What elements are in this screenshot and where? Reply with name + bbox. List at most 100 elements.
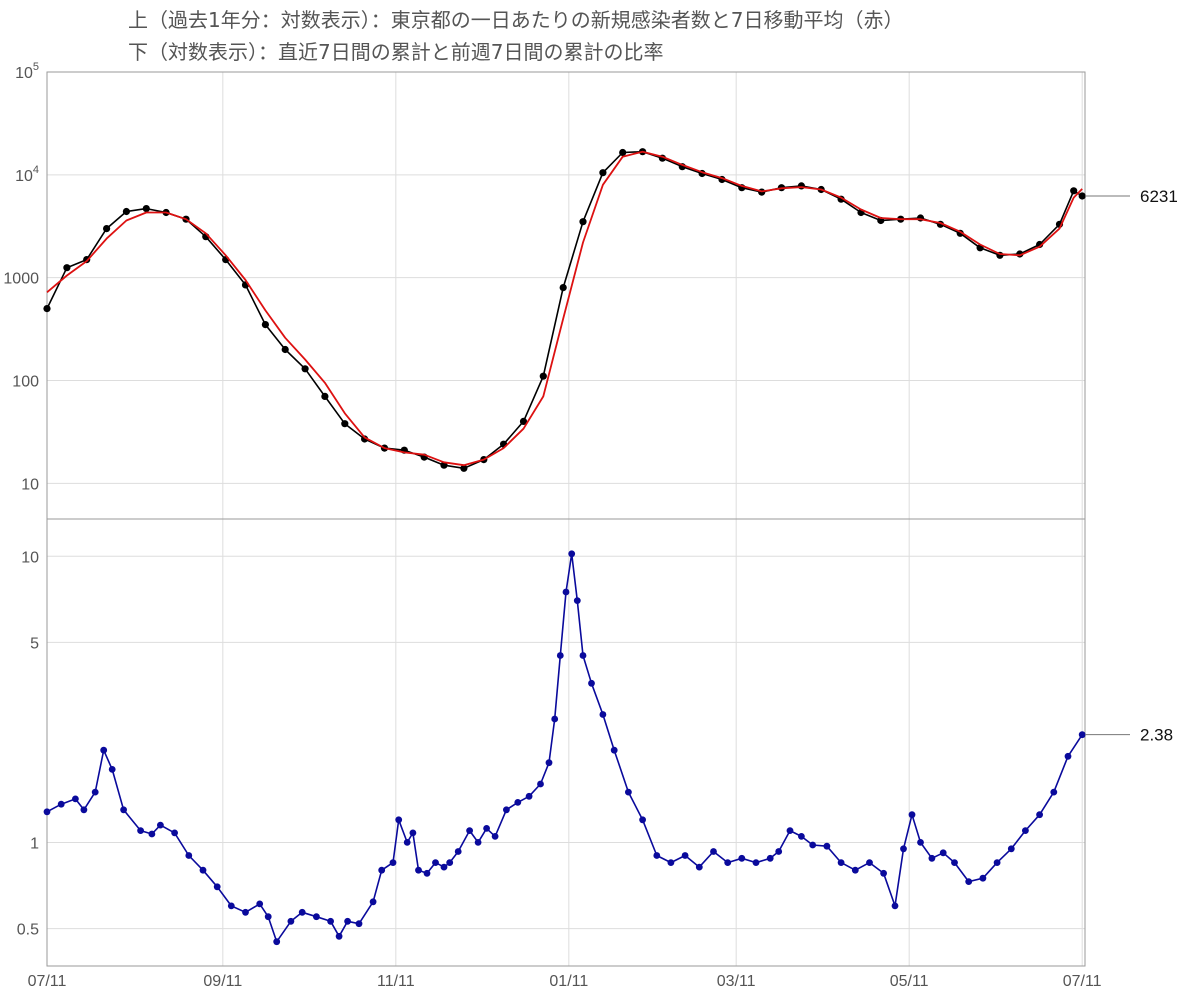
week-ratio-point — [378, 866, 386, 874]
week-ratio-point — [466, 827, 473, 834]
daily-cases-point — [539, 372, 547, 380]
chart-title-line-1: 上（過去1年分：対数表示）：東京都の一日あたりの新規感染者数と7日移動平均（赤） — [128, 8, 904, 32]
y-tick-label: 104 — [15, 164, 39, 185]
week-ratio-point — [610, 746, 618, 754]
week-ratio-point — [562, 588, 570, 596]
week-ratio-point — [667, 859, 675, 866]
week-ratio-point — [403, 839, 411, 846]
week-ratio-point — [157, 821, 164, 829]
week-ratio-point — [695, 863, 703, 871]
week-ratio-point — [939, 849, 947, 857]
daily-cases-point — [579, 218, 587, 226]
week-ratio-point — [137, 827, 145, 834]
y-tick-label: 100 — [12, 374, 39, 391]
week-ratio-point — [766, 854, 774, 862]
week-ratio-point — [928, 854, 936, 862]
daily-cases-point — [341, 420, 349, 428]
daily-cases-point — [1078, 192, 1086, 200]
week-ratio-point — [273, 938, 281, 946]
week-ratio-point — [1078, 731, 1086, 739]
daily-cases-point — [460, 464, 468, 472]
week-ratio-point — [738, 854, 746, 862]
daily-cases-point — [519, 417, 528, 425]
week-ratio-point — [446, 859, 454, 866]
week-ratio-line — [46, 553, 1083, 943]
week-ratio-point — [514, 799, 522, 806]
week-ratio-point — [415, 866, 422, 874]
top-panel-series — [43, 148, 1086, 472]
week-ratio-point — [256, 900, 264, 908]
x-tick-label: 03/11 — [717, 973, 756, 990]
week-ratio-point — [287, 917, 295, 925]
week-ratio-point — [525, 792, 533, 800]
week-ratio-point — [573, 597, 581, 604]
week-ratio-point — [355, 920, 363, 928]
daily-cases-point — [63, 264, 71, 272]
week-ratio-point — [1007, 845, 1015, 853]
week-ratio-point — [313, 913, 320, 921]
x-tick-label: 01/11 — [549, 973, 588, 990]
week-ratio-point — [395, 816, 403, 824]
latest-cases-callout-label: 6231 — [1140, 187, 1178, 206]
week-ratio-point — [100, 746, 108, 754]
daily-cases-point — [103, 225, 111, 233]
week-ratio-point — [891, 902, 899, 910]
week-ratio-point — [491, 833, 499, 840]
week-ratio-point — [951, 859, 958, 866]
x-tick-label: 05/11 — [890, 973, 929, 990]
week-ratio-point — [579, 652, 587, 659]
week-ratio-point — [108, 766, 116, 773]
week-ratio-point — [440, 863, 448, 871]
week-ratio-point — [389, 859, 397, 866]
week-ratio-point — [72, 795, 79, 803]
week-ratio-point — [917, 839, 924, 846]
week-ratio-point — [979, 874, 987, 882]
daily-cases-point — [361, 435, 369, 443]
week-ratio-point — [227, 902, 235, 910]
x-tick-label: 09/11 — [203, 973, 242, 990]
week-ratio-point — [120, 806, 127, 814]
week-ratio-point — [432, 859, 439, 866]
week-ratio-point — [653, 852, 661, 859]
chart-title-line-2: 下（対数表示）：直近7日間の累計と前週7日間の累計の比率 — [128, 40, 664, 64]
week-ratio-point — [809, 841, 817, 849]
y-tick-base: 10 — [15, 168, 33, 185]
y-tick-label: 10 — [21, 476, 39, 493]
week-ratio-point — [474, 839, 482, 846]
moving-average-line — [46, 150, 1083, 467]
week-ratio-point — [599, 711, 607, 718]
week-ratio-point — [483, 825, 490, 832]
week-ratio-point — [185, 852, 193, 859]
week-ratio-point — [80, 806, 88, 814]
y-tick-exponent: 5 — [33, 61, 39, 73]
value-callouts: 6231 2.38 — [1085, 187, 1178, 745]
week-ratio-point — [908, 811, 916, 819]
week-ratio-point — [710, 848, 717, 855]
y-tick-label: 1 — [30, 835, 39, 852]
week-ratio-point — [1022, 827, 1029, 834]
week-ratio-point — [775, 848, 783, 855]
daily-cases-point — [619, 148, 627, 157]
axis-tick-labels: 07/11 09/11 11/11 01/11 03/11 05/11 07/1110100… — [3, 61, 1101, 990]
daily-cases-point — [142, 205, 150, 213]
week-ratio-point — [91, 788, 99, 796]
daily-cases-point — [281, 345, 289, 354]
week-ratio-point — [148, 830, 156, 838]
daily-cases-point — [122, 207, 130, 216]
week-ratio-point — [43, 808, 51, 816]
week-ratio-point — [568, 550, 576, 558]
daily-cases-point — [1070, 187, 1078, 195]
week-ratio-point — [851, 866, 859, 874]
week-ratio-point — [454, 848, 462, 855]
week-ratio-point — [1050, 788, 1058, 796]
daily-cases-point — [301, 365, 309, 373]
week-ratio-point — [213, 883, 221, 891]
y-tick-label: 105 — [15, 61, 39, 82]
daily-cases-point — [797, 182, 806, 190]
week-ratio-point — [556, 652, 564, 659]
week-ratio-point — [681, 852, 689, 859]
week-ratio-point — [823, 842, 831, 850]
y-tick-label: 1000 — [3, 271, 39, 288]
daily-cases-point — [321, 392, 329, 400]
